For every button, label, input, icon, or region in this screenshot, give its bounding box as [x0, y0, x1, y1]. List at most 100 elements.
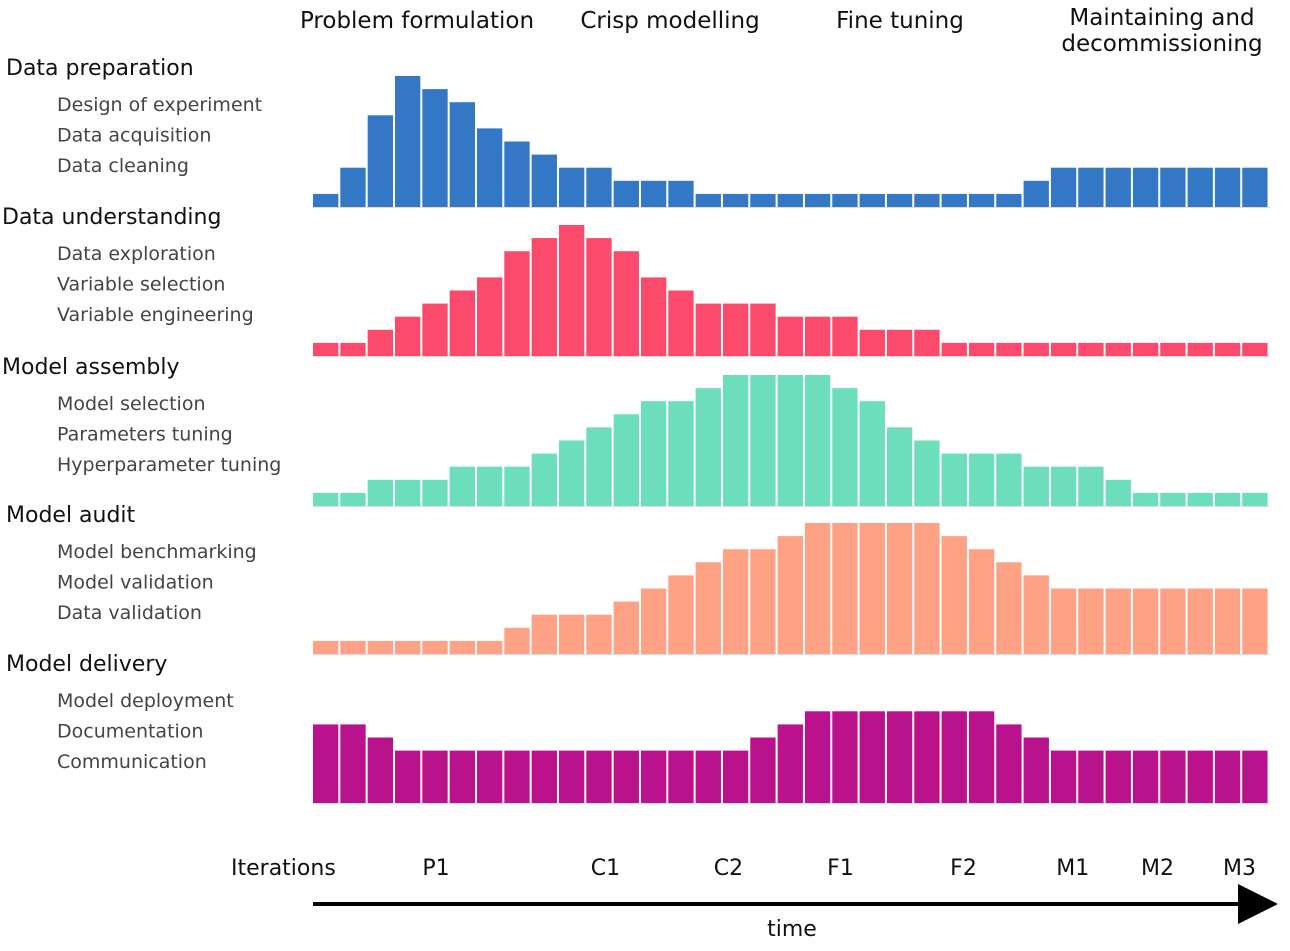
panel-item-hyperparameter-tuning: Hyperparameter tuning [57, 454, 281, 476]
bar-model-assembly-31 [1132, 492, 1159, 506]
bar-model-delivery-12 [613, 750, 639, 803]
bar-data-understanding-13 [640, 277, 667, 356]
bar-data-preparation-1 [313, 193, 339, 207]
bar-data-preparation-28 [1050, 167, 1077, 207]
bar-model-audit-9 [531, 614, 557, 654]
bar-model-audit-16 [722, 549, 749, 654]
iteration-p1: P1 [422, 856, 449, 881]
bar-data-understanding-3 [367, 329, 393, 356]
bar-data-understanding-20 [832, 316, 858, 356]
bar-model-delivery-24 [941, 711, 967, 803]
bar-model-delivery-13 [640, 750, 667, 803]
bar-data-understanding-34 [1214, 342, 1241, 356]
bar-model-delivery-31 [1132, 750, 1159, 803]
bar-model-delivery-30 [1105, 750, 1131, 803]
bar-model-audit-11 [586, 614, 612, 654]
bar-data-preparation-7 [476, 128, 503, 207]
bar-model-assembly-11 [586, 427, 612, 506]
iteration-m3: M3 [1223, 856, 1256, 881]
bar-model-assembly-1 [313, 492, 339, 506]
iteration-m1: M1 [1056, 856, 1089, 881]
bar-data-preparation-33 [1187, 167, 1213, 207]
bar-data-preparation-14 [668, 180, 694, 207]
bar-data-preparation-3 [367, 115, 393, 207]
bar-data-understanding-21 [859, 329, 885, 356]
iteration-m2: M2 [1141, 856, 1174, 881]
bar-data-understanding-5 [422, 303, 448, 356]
bar-data-understanding-31 [1132, 342, 1159, 356]
bar-model-audit-21 [859, 523, 885, 654]
bar-model-delivery-28 [1050, 750, 1077, 803]
bar-data-understanding-18 [777, 316, 803, 356]
iterations-title: Iterations [231, 856, 336, 881]
panel-item-documentation: Documentation [57, 721, 203, 743]
bar-model-assembly-7 [476, 466, 503, 506]
bar-data-preparation-21 [859, 193, 885, 207]
bar-data-preparation-13 [640, 180, 667, 207]
bar-model-audit-18 [777, 536, 803, 654]
bar-model-assembly-33 [1187, 492, 1213, 506]
bar-model-audit-28 [1050, 588, 1077, 654]
bar-model-audit-14 [668, 575, 694, 654]
phase-problem-formulation: Problem formulation [300, 8, 534, 34]
bar-data-understanding-32 [1160, 342, 1186, 356]
panel-title-data-preparation: Data preparation [6, 56, 194, 81]
bar-data-understanding-16 [722, 303, 749, 356]
bar-model-assembly-3 [367, 479, 393, 506]
bar-model-delivery-4 [394, 750, 421, 803]
bar-model-delivery-17 [750, 737, 776, 803]
bar-model-audit-34 [1214, 588, 1241, 654]
panel-data-preparation [313, 76, 1270, 208]
bar-model-assembly-22 [886, 427, 913, 506]
bar-model-assembly-9 [531, 453, 557, 506]
bar-model-delivery-6 [449, 750, 475, 803]
bar-data-understanding-10 [558, 225, 585, 356]
bar-data-preparation-10 [558, 167, 585, 207]
bar-model-audit-17 [750, 549, 776, 654]
bar-data-understanding-25 [968, 342, 995, 356]
bar-model-audit-13 [640, 588, 667, 654]
bar-model-delivery-23 [914, 711, 940, 803]
bar-model-audit-24 [941, 536, 967, 654]
bar-model-assembly-6 [449, 466, 475, 506]
panel-item-model-selection: Model selection [57, 393, 205, 415]
panel-item-parameters-tuning: Parameters tuning [57, 424, 233, 446]
bar-model-audit-1 [313, 640, 339, 654]
panel-title-model-audit: Model audit [6, 503, 136, 528]
bar-data-understanding-9 [531, 238, 557, 356]
panel-item-data-cleaning: Data cleaning [57, 155, 189, 177]
panel-item-design-of-experiment: Design of experiment [57, 94, 262, 116]
bar-model-assembly-20 [832, 388, 858, 506]
bar-data-understanding-1 [313, 342, 339, 356]
bar-model-audit-3 [367, 640, 393, 654]
bar-model-delivery-11 [586, 750, 612, 803]
panel-labels: Data preparation Design of experiment Data… [2, 56, 281, 773]
bar-data-preparation-27 [1023, 180, 1049, 207]
bar-model-assembly-19 [804, 375, 831, 506]
bar-model-delivery-27 [1023, 737, 1049, 803]
bar-data-preparation-9 [531, 154, 557, 207]
bar-data-preparation-30 [1105, 167, 1131, 207]
bar-data-understanding-7 [476, 277, 503, 356]
bar-model-audit-5 [422, 640, 448, 654]
bar-model-audit-32 [1160, 588, 1186, 654]
bar-model-delivery-14 [668, 750, 694, 803]
bars-layer [313, 76, 1270, 804]
bar-data-preparation-2 [340, 167, 366, 207]
bar-data-preparation-5 [422, 89, 448, 207]
panel-title-model-delivery: Model delivery [6, 652, 167, 677]
bar-model-assembly-5 [422, 479, 448, 506]
iteration-f1: F1 [827, 856, 854, 881]
bar-data-understanding-35 [1242, 342, 1268, 356]
bar-data-preparation-35 [1242, 167, 1268, 207]
bar-data-understanding-19 [804, 316, 831, 356]
bar-model-audit-19 [804, 523, 831, 654]
panel-item-data-exploration: Data exploration [57, 243, 216, 265]
bar-model-delivery-21 [859, 711, 885, 803]
panel-item-model-deployment: Model deployment [57, 690, 234, 712]
bar-model-delivery-34 [1214, 750, 1241, 803]
bar-data-understanding-2 [340, 342, 366, 356]
panel-model-delivery [313, 711, 1270, 804]
bar-model-audit-31 [1132, 588, 1159, 654]
